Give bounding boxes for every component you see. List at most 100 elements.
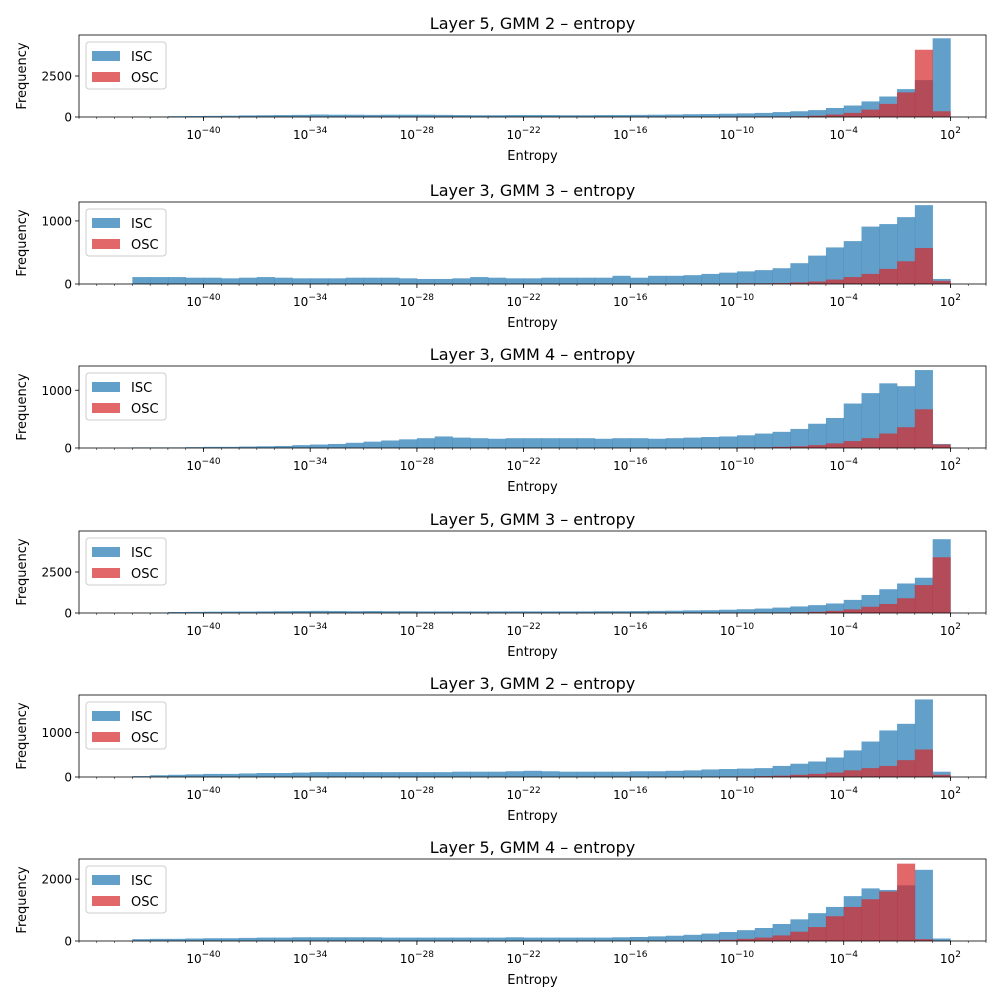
tick-exponent: −4 — [845, 786, 859, 796]
tick-exponent: −10 — [735, 622, 754, 632]
tick-base: 10 — [720, 128, 735, 142]
tick-base: 10 — [720, 788, 735, 802]
legend-label-osc: OSC — [131, 238, 159, 253]
tick-base: 10 — [293, 624, 308, 638]
bar — [524, 938, 542, 941]
bar — [701, 610, 719, 613]
tick-exponent: −16 — [628, 126, 647, 136]
bar — [595, 938, 613, 941]
bar — [541, 438, 559, 448]
bar — [292, 773, 310, 777]
x-tick-label: 102 — [940, 622, 961, 638]
bar — [879, 891, 897, 941]
bar — [897, 92, 915, 117]
bar — [435, 436, 453, 448]
bar — [773, 268, 791, 284]
legend-label-osc: OSC — [131, 731, 159, 746]
bar — [399, 439, 417, 448]
tick-exponent: −34 — [308, 622, 327, 632]
bar — [773, 608, 791, 613]
bar — [221, 278, 239, 284]
bar — [701, 114, 719, 117]
bar — [559, 772, 577, 777]
legend-label-osc: OSC — [131, 71, 159, 86]
bar — [364, 442, 382, 448]
bar — [221, 774, 239, 777]
bar — [879, 269, 897, 284]
bar — [399, 938, 417, 941]
bar — [737, 113, 755, 117]
tick-exponent: −40 — [202, 126, 221, 136]
bar — [381, 772, 399, 777]
y-tick-label: 0 — [64, 278, 72, 292]
x-tick-label: 10−28 — [400, 786, 435, 802]
bar — [506, 278, 524, 284]
bar — [630, 278, 648, 284]
y-tick-label: 0 — [64, 771, 72, 785]
bar — [595, 772, 613, 777]
tick-base: 10 — [720, 624, 735, 638]
x-tick-label: 10−40 — [186, 950, 221, 966]
y-axis-label: Frequency — [15, 866, 30, 933]
legend-swatch-isc — [92, 711, 120, 721]
legend-label-isc: ISC — [131, 50, 152, 65]
tick-base: 10 — [186, 788, 201, 802]
y-tick-label: 0 — [64, 935, 72, 949]
y-axis-label: Frequency — [15, 209, 30, 276]
y-tick-label: 0 — [64, 442, 72, 456]
bar — [862, 274, 880, 284]
tick-base: 10 — [940, 459, 955, 473]
x-tick-label: 10−40 — [186, 786, 221, 802]
bar — [488, 439, 506, 448]
tick-exponent: −16 — [628, 293, 647, 303]
bar — [755, 609, 773, 613]
tick-base: 10 — [400, 128, 415, 142]
tick-exponent: 2 — [955, 457, 961, 467]
y-tick-label: 0 — [64, 607, 72, 621]
bar — [559, 938, 577, 941]
y-tick-label: 1000 — [41, 726, 72, 740]
bar — [488, 772, 506, 777]
bar — [719, 273, 737, 284]
bar — [292, 278, 310, 284]
x-axis-label: Entropy — [507, 149, 558, 164]
tick-base: 10 — [293, 128, 308, 142]
bar — [506, 438, 524, 448]
tick-exponent: −34 — [308, 457, 327, 467]
bar — [648, 439, 666, 448]
bar — [417, 772, 435, 777]
bar — [897, 261, 915, 284]
bar — [933, 445, 951, 448]
bar — [470, 277, 488, 284]
bar — [364, 937, 382, 941]
bar — [879, 604, 897, 613]
bar — [452, 938, 470, 941]
series-isc — [132, 38, 950, 117]
bar — [595, 439, 613, 448]
bar — [524, 771, 542, 777]
tick-base: 10 — [940, 952, 955, 966]
tick-base: 10 — [293, 952, 308, 966]
bar — [897, 864, 915, 941]
x-tick-label: 10−34 — [293, 950, 328, 966]
bar — [701, 274, 719, 284]
x-tick-label: 10−4 — [829, 786, 858, 802]
series-isc — [132, 699, 950, 777]
bar — [132, 277, 150, 284]
x-tick-label: 10−16 — [613, 293, 648, 309]
series-isc — [132, 370, 950, 448]
tick-exponent: −10 — [735, 950, 754, 960]
bar — [577, 772, 595, 777]
legend-swatch-osc — [92, 239, 120, 249]
bar — [346, 937, 364, 941]
bar — [719, 769, 737, 777]
legend-label-isc: ISC — [131, 874, 152, 889]
x-tick-label: 10−16 — [613, 126, 648, 142]
bar — [933, 38, 951, 117]
subplot-title: Layer 5, GMM 2 – entropy — [430, 14, 635, 33]
tick-exponent: −34 — [308, 293, 327, 303]
legend-swatch-isc — [92, 51, 120, 61]
